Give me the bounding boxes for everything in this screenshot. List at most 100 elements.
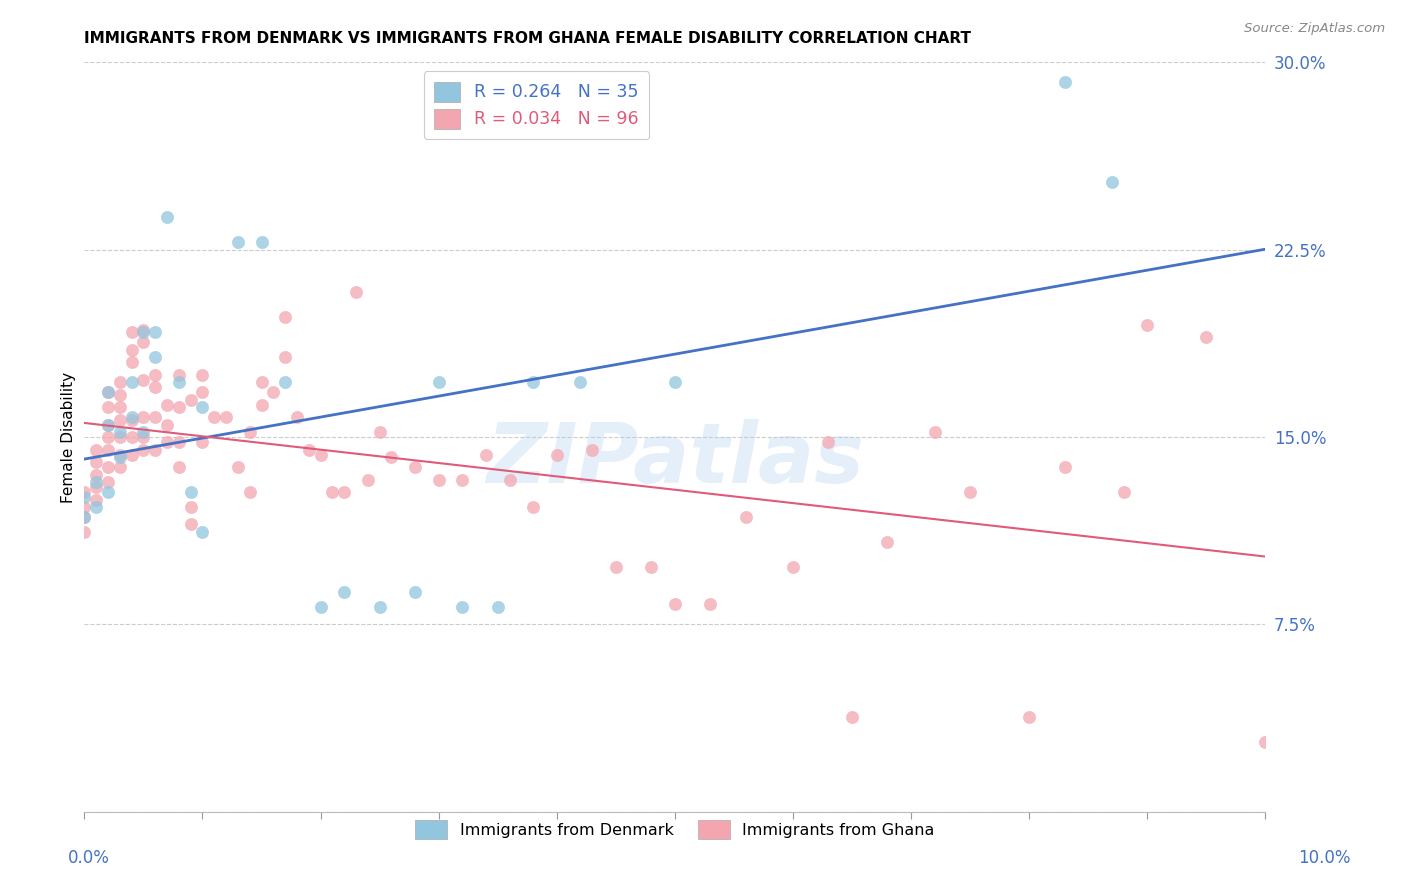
Point bbox=[1112, 485, 1135, 500]
Point bbox=[191, 385, 214, 400]
Point bbox=[97, 385, 120, 400]
Point bbox=[84, 467, 107, 482]
Point bbox=[108, 448, 131, 462]
Point bbox=[121, 375, 143, 389]
Point bbox=[73, 500, 96, 514]
Point bbox=[546, 448, 568, 462]
Point bbox=[156, 435, 179, 450]
Point bbox=[239, 485, 262, 500]
Point bbox=[84, 492, 107, 507]
Point bbox=[191, 524, 214, 539]
Point bbox=[84, 442, 107, 457]
Point bbox=[664, 598, 686, 612]
Point bbox=[191, 400, 214, 414]
Point bbox=[427, 473, 450, 487]
Point bbox=[143, 350, 166, 364]
Text: ZIPatlas: ZIPatlas bbox=[486, 419, 863, 500]
Point bbox=[180, 485, 202, 500]
Point bbox=[522, 375, 544, 389]
Point bbox=[1053, 75, 1076, 89]
Point bbox=[309, 599, 332, 614]
Point bbox=[97, 460, 120, 475]
Point bbox=[132, 410, 155, 425]
Point bbox=[451, 599, 474, 614]
Point bbox=[226, 460, 249, 475]
Point bbox=[239, 425, 262, 439]
Point bbox=[121, 355, 143, 369]
Point bbox=[143, 442, 166, 457]
Point bbox=[121, 410, 143, 425]
Point bbox=[1101, 175, 1123, 189]
Text: 10.0%: 10.0% bbox=[1298, 849, 1351, 867]
Point bbox=[191, 435, 214, 450]
Point bbox=[404, 585, 426, 599]
Point bbox=[876, 535, 898, 549]
Point bbox=[1195, 330, 1218, 344]
Point bbox=[121, 430, 143, 444]
Point bbox=[97, 430, 120, 444]
Point bbox=[156, 211, 179, 225]
Text: 0.0%: 0.0% bbox=[67, 849, 110, 867]
Point bbox=[380, 450, 402, 464]
Point bbox=[841, 710, 863, 724]
Point bbox=[180, 500, 202, 514]
Point bbox=[132, 425, 155, 439]
Point bbox=[344, 285, 367, 300]
Point bbox=[274, 310, 297, 325]
Point bbox=[121, 412, 143, 426]
Point bbox=[108, 375, 131, 389]
Text: IMMIGRANTS FROM DENMARK VS IMMIGRANTS FROM GHANA FEMALE DISABILITY CORRELATION C: IMMIGRANTS FROM DENMARK VS IMMIGRANTS FR… bbox=[84, 31, 972, 46]
Point bbox=[1254, 735, 1277, 749]
Point bbox=[274, 350, 297, 364]
Point bbox=[156, 398, 179, 412]
Point bbox=[250, 235, 273, 250]
Point bbox=[108, 430, 131, 444]
Point bbox=[132, 373, 155, 387]
Point bbox=[226, 235, 249, 250]
Point bbox=[143, 368, 166, 382]
Legend: Immigrants from Denmark, Immigrants from Ghana: Immigrants from Denmark, Immigrants from… bbox=[409, 814, 941, 845]
Point bbox=[605, 560, 627, 574]
Point bbox=[1136, 318, 1159, 332]
Point bbox=[569, 375, 592, 389]
Point bbox=[132, 325, 155, 339]
Point bbox=[368, 599, 391, 614]
Point bbox=[97, 442, 120, 457]
Point bbox=[215, 410, 238, 425]
Point bbox=[167, 435, 190, 450]
Point bbox=[108, 460, 131, 475]
Point bbox=[498, 473, 520, 487]
Point bbox=[427, 375, 450, 389]
Point bbox=[73, 510, 96, 524]
Point bbox=[108, 450, 131, 464]
Point bbox=[143, 380, 166, 394]
Point bbox=[1018, 710, 1040, 724]
Point bbox=[782, 560, 804, 574]
Point bbox=[191, 368, 214, 382]
Point bbox=[167, 460, 190, 475]
Point bbox=[108, 425, 131, 439]
Point bbox=[84, 455, 107, 469]
Point bbox=[475, 448, 498, 462]
Point bbox=[108, 412, 131, 426]
Point bbox=[73, 485, 96, 500]
Point bbox=[132, 430, 155, 444]
Point bbox=[1053, 460, 1076, 475]
Point bbox=[121, 325, 143, 339]
Point bbox=[73, 490, 96, 504]
Point bbox=[333, 485, 356, 500]
Point bbox=[180, 517, 202, 532]
Point bbox=[97, 417, 120, 432]
Point bbox=[202, 410, 225, 425]
Point bbox=[404, 460, 426, 475]
Y-axis label: Female Disability: Female Disability bbox=[60, 371, 76, 503]
Point bbox=[108, 400, 131, 414]
Point bbox=[959, 485, 981, 500]
Point bbox=[167, 375, 190, 389]
Point bbox=[274, 375, 297, 389]
Point bbox=[250, 375, 273, 389]
Point bbox=[73, 524, 96, 539]
Point bbox=[180, 392, 202, 407]
Point bbox=[167, 368, 190, 382]
Point bbox=[309, 448, 332, 462]
